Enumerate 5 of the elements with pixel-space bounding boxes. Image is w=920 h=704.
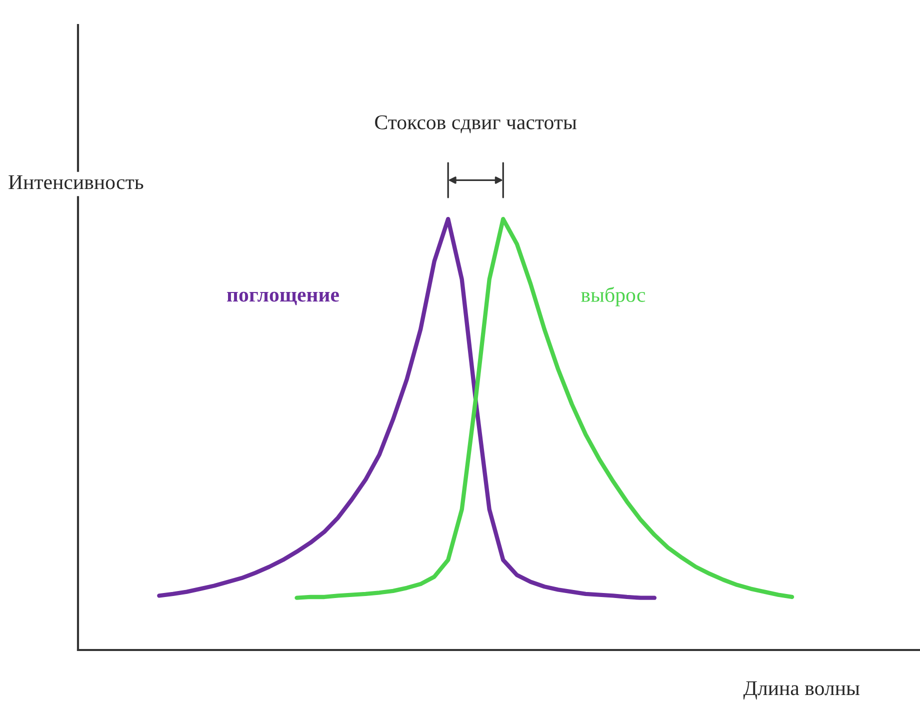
text: поглощение — [227, 292, 339, 306]
y-axis-title: Интенсивность — [8, 175, 144, 190]
text: Стоксов сдвиг частоты — [375, 115, 576, 134]
text: выброс — [581, 286, 646, 306]
x-axis-title: Длина волны — [743, 681, 860, 700]
